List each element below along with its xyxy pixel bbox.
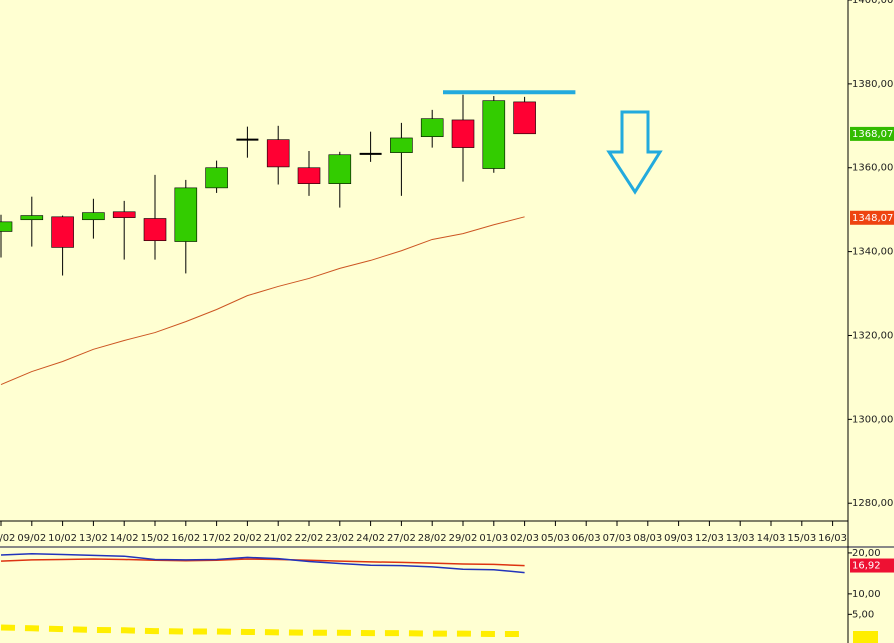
x-tick-label: 01/03 — [479, 533, 508, 544]
indicator-line — [0, 552, 525, 574]
y-tick-label: 1280,00 — [852, 498, 893, 509]
x-tick-label: 06/03 — [572, 533, 601, 544]
x-tick-label: 16/03 — [818, 533, 847, 544]
last-value-label: 1368,07 — [852, 129, 893, 140]
panel-separator — [0, 546, 894, 548]
x-tick-label: 14/03 — [757, 533, 786, 544]
candle-body — [174, 187, 198, 242]
last-value-label: 16,92 — [852, 561, 881, 572]
y-tick-label: 5,00 — [852, 609, 874, 620]
candle-body — [51, 216, 74, 248]
down-arrow — [606, 110, 663, 195]
candle-body — [328, 154, 352, 184]
candle-body — [513, 101, 536, 135]
x-tick-label: 17/02 — [202, 533, 231, 544]
indicator-line — [0, 624, 525, 637]
last-value-box — [850, 558, 894, 573]
indicator-marker — [853, 631, 878, 643]
x-tick-label: 13/03 — [726, 533, 755, 544]
x-tick-label: 21/02 — [264, 533, 293, 544]
candle-body — [82, 212, 105, 221]
x-tick-label: 10/02 — [48, 533, 77, 544]
x-tick-label: 24/02 — [356, 533, 385, 544]
x-tick-label: 20/02 — [233, 533, 262, 544]
x-tick-label: 02/03 — [510, 533, 539, 544]
x-tick-label: 09/02 — [17, 533, 46, 544]
x-tick-label: 29/02 — [449, 533, 478, 544]
x-tick-label: 27/02 — [387, 533, 416, 544]
candle-body — [482, 100, 506, 169]
candle-body — [266, 139, 290, 168]
candle-body — [420, 118, 444, 138]
y-tick-label: 1340,00 — [852, 247, 893, 258]
x-tick-label: 15/03 — [787, 533, 816, 544]
candle-body — [297, 167, 321, 184]
y-tick-label: 1360,00 — [852, 163, 893, 174]
candle-body — [205, 167, 228, 189]
x-tick-label: 22/02 — [295, 533, 324, 544]
y-tick-label: 1320,00 — [852, 330, 893, 341]
candle-body — [390, 137, 413, 153]
candle-body — [0, 221, 13, 232]
x-tick-label: 12/03 — [695, 533, 724, 544]
indicator-line — [0, 558, 525, 567]
last-value-box — [850, 126, 894, 141]
candle-body — [143, 218, 167, 242]
x-tick-label: 08/02 — [0, 533, 15, 544]
x-tick-label: 15/02 — [141, 533, 170, 544]
x-tick-label: 28/02 — [418, 533, 447, 544]
candle-body — [20, 215, 44, 221]
x-tick-label: 08/03 — [633, 533, 662, 544]
x-tick-label: 07/03 — [603, 533, 632, 544]
y-tick-label: 1380,00 — [852, 79, 893, 90]
x-tick-label: 13/02 — [79, 533, 108, 544]
last-value-box — [850, 210, 894, 225]
candle-body — [112, 211, 136, 218]
last-value-label: 1348,07 — [852, 213, 893, 224]
x-tick-label: 09/03 — [664, 533, 693, 544]
x-tick-label: 23/02 — [325, 533, 354, 544]
x-tick-label: 16/02 — [171, 533, 200, 544]
y-tick-label: 1400,00 — [852, 0, 893, 6]
y-tick-label: 1300,00 — [852, 414, 893, 425]
x-tick-label: 14/02 — [110, 533, 139, 544]
y-tick-label: 10,00 — [852, 589, 881, 600]
y-tick-label: 20,00 — [852, 548, 881, 559]
x-tick-label: 05/03 — [541, 533, 570, 544]
candle-body — [451, 119, 475, 148]
moving-average — [0, 216, 525, 386]
